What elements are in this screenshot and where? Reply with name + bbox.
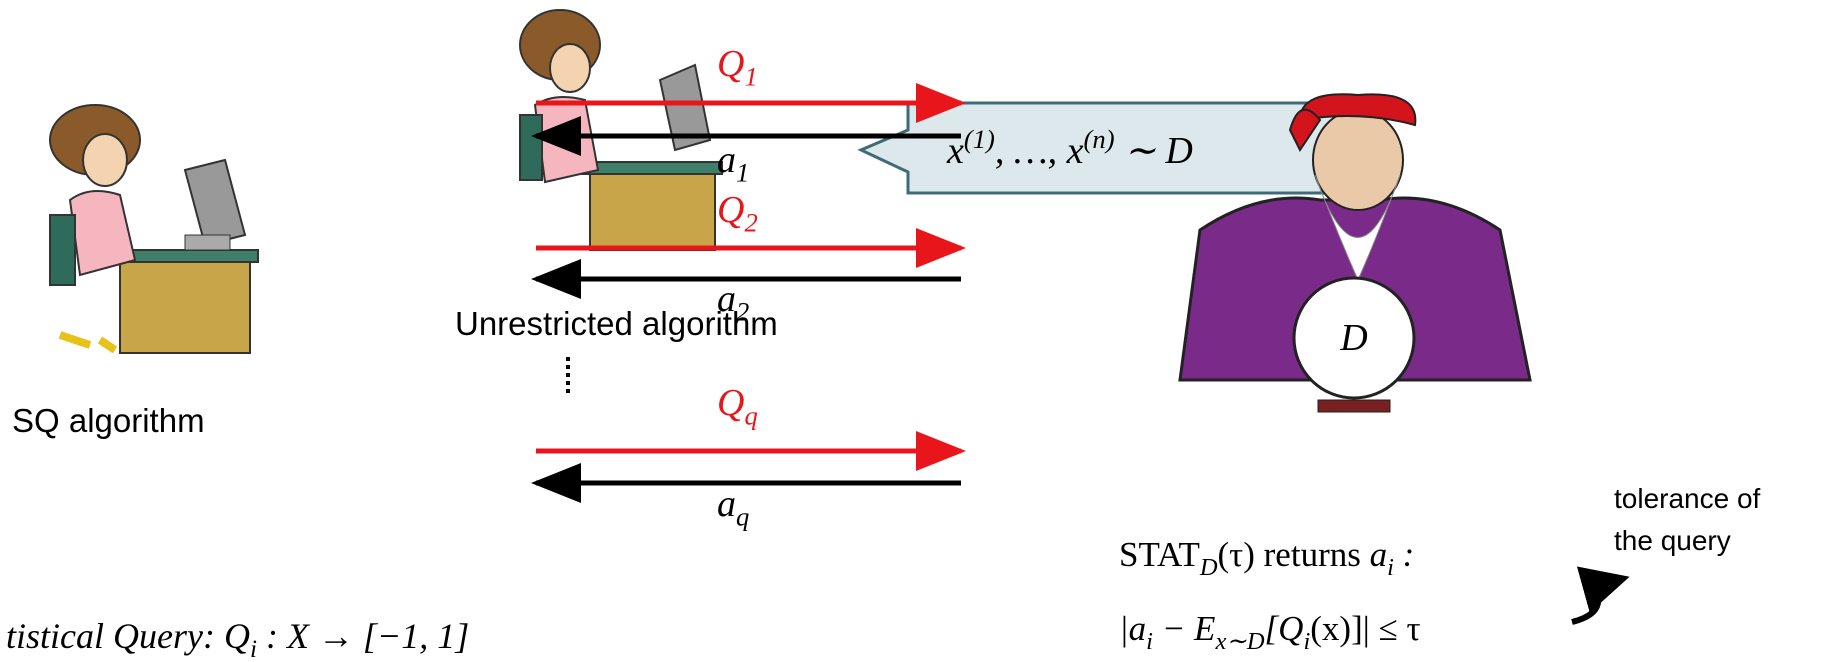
math-subscript: 2 [736, 297, 749, 327]
math-subscript: q [744, 401, 757, 431]
math-subscript: x∼D [1214, 628, 1264, 655]
math-subscript: 2 [744, 208, 757, 238]
math-text: ∼ D [1115, 130, 1193, 172]
answer-label: a1 [717, 139, 749, 188]
math-text: [Q [1265, 609, 1304, 648]
query-definition: tistical Query: Qi : X → [−1, 1] [6, 616, 469, 662]
tolerance-pointer [1572, 580, 1618, 622]
stat-oracle-line2: |ai − Ex∼D[Qi(x)]| ≤ τ [1119, 609, 1421, 655]
math-superscript: (1) [964, 124, 995, 154]
math-text: Q [717, 382, 744, 424]
math-subscript: 1 [736, 158, 749, 188]
math-text: tistical Query: [6, 616, 224, 656]
math-subscript: q [736, 502, 749, 532]
tolerance-note: the query [1614, 525, 1731, 556]
math-text: a [1370, 535, 1388, 574]
stat-oracle-line1: STATD(τ) returns ai : [1119, 535, 1414, 581]
math-text: : [1394, 535, 1414, 574]
slide: x(1), …, x(n) ∼ D D SQ algorithm Unrestr… [0, 0, 1829, 662]
math-subscript: 1 [744, 62, 757, 92]
math-text: , …, x [995, 130, 1084, 172]
math-text: |a [1119, 609, 1146, 648]
math-text: a [717, 483, 736, 525]
math-text: (x)]| ≤ τ [1310, 609, 1420, 648]
answer-label: a2 [717, 278, 749, 327]
math-text: : X → [−1, 1] [257, 616, 469, 656]
oracle-label: D [1339, 317, 1367, 359]
math-subscript: D [1199, 554, 1218, 581]
unrestricted-user-figure [520, 10, 722, 250]
math-text: a [717, 278, 736, 320]
math-text: Q [717, 189, 744, 231]
page: x(1), …, x(n) ∼ D D SQ algorithm Unrestr… [0, 0, 1829, 662]
answer-label: aq [717, 483, 749, 532]
math-text: Q [224, 616, 250, 656]
query-label: Q2 [717, 189, 758, 238]
math-subscript: i [250, 636, 257, 662]
math-text: (τ) returns [1218, 535, 1370, 574]
sq-user-figure [50, 105, 258, 353]
tolerance-note: tolerance of [1614, 483, 1761, 514]
query-label: Qq [717, 382, 758, 431]
math-text: − E [1153, 609, 1216, 648]
math-text: a [717, 139, 736, 181]
query-label: Q1 [717, 43, 758, 92]
math-superscript: (n) [1084, 124, 1115, 154]
sq-algorithm-label: SQ algorithm [12, 402, 205, 439]
math-text: Q [717, 43, 744, 85]
math-text: STAT [1119, 535, 1200, 574]
